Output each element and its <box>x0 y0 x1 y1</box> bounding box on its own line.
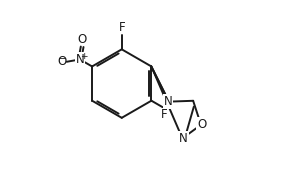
Text: F: F <box>118 21 125 34</box>
Text: O: O <box>197 118 206 131</box>
Text: +: + <box>80 52 88 61</box>
Text: N: N <box>75 53 84 66</box>
Text: −: − <box>58 54 67 64</box>
Text: N: N <box>164 95 173 108</box>
Text: O: O <box>57 55 66 68</box>
Text: O: O <box>77 33 87 46</box>
Text: N: N <box>179 132 188 145</box>
Text: F: F <box>161 108 167 121</box>
